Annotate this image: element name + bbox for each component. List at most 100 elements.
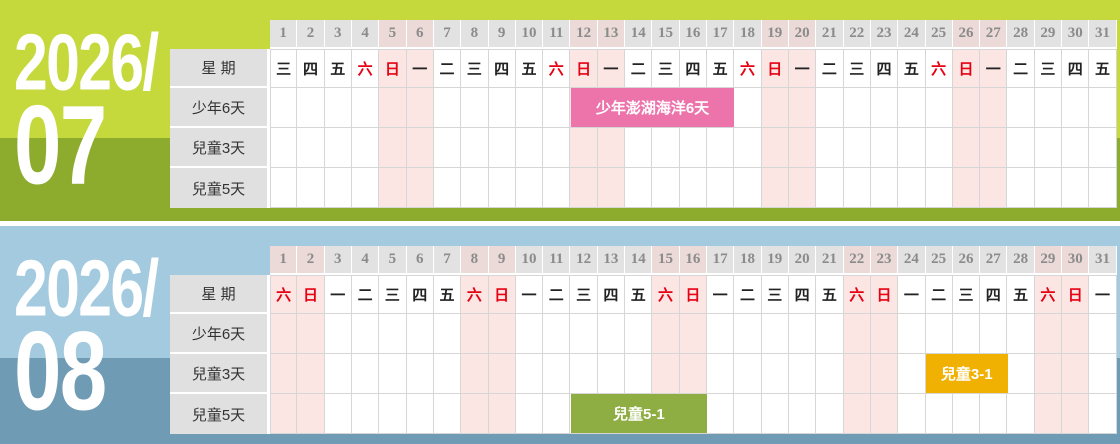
date-header-cell: 31: [1089, 246, 1117, 275]
weekday-cell: 三: [761, 275, 789, 314]
day-cell: [570, 314, 598, 354]
weekday-cell: 四: [297, 49, 325, 88]
date-header-cell: 8: [461, 20, 489, 49]
day-cell: [515, 394, 544, 434]
date-header-cell: 31: [1089, 20, 1117, 49]
day-cell: [297, 168, 325, 208]
tour-bar[interactable]: 兒童5-1: [570, 394, 708, 433]
day-cell: [980, 314, 1008, 354]
day-cell: [406, 88, 434, 128]
date-header-cell: 16: [679, 20, 707, 49]
day-cell: [488, 168, 516, 208]
weekday-cell: 四: [788, 275, 817, 314]
day-cell: [543, 354, 571, 394]
day-cell: [761, 128, 789, 168]
day-cell: [324, 88, 352, 128]
date-header-cell: 21: [816, 246, 844, 275]
day-cell: [543, 128, 571, 168]
day-cell: [297, 394, 325, 434]
day-cell: [625, 168, 653, 208]
weekday-cell: 日: [1062, 275, 1090, 314]
date-header-cell: 6: [406, 20, 434, 49]
weekday-cell: 四: [488, 49, 516, 88]
weekday-cell: 五: [1089, 49, 1117, 88]
weekday-cell: 五: [1007, 275, 1035, 314]
day-cell: [925, 394, 953, 434]
day-cell: [843, 314, 871, 354]
day-cell: [379, 168, 407, 208]
day-cell: [543, 88, 571, 128]
day-cell: [652, 128, 680, 168]
day-cell: [980, 88, 1008, 128]
day-cell: [1007, 314, 1035, 354]
day-cell: [816, 394, 844, 434]
date-header-cell: 20: [788, 246, 817, 275]
day-cell: [1007, 354, 1035, 394]
day-cell: [597, 354, 626, 394]
date-header-cell: 17: [707, 246, 735, 275]
date-header-cell: 13: [597, 20, 626, 49]
day-cell: [652, 168, 680, 208]
day-cell: [898, 354, 926, 394]
weekday-cell: 三: [570, 275, 598, 314]
august-year-label: 2026/: [14, 243, 159, 333]
day-cell: [1089, 168, 1117, 208]
section-divider: [0, 221, 1120, 226]
day-cell: [297, 128, 325, 168]
day-cell: [1089, 128, 1117, 168]
day-cell: [952, 314, 981, 354]
day-cell: [270, 128, 298, 168]
weekday-cell: 四: [597, 275, 626, 314]
day-cell: [406, 354, 434, 394]
day-cell: [1062, 128, 1090, 168]
day-cell: [488, 128, 516, 168]
day-cell: [707, 394, 735, 434]
day-cell: [461, 394, 489, 434]
day-cell: [433, 128, 462, 168]
day-cell: [570, 354, 598, 394]
day-cell: [379, 314, 407, 354]
day-cell: [543, 394, 571, 434]
day-cell: [433, 88, 462, 128]
day-cell: [515, 354, 544, 394]
day-cell: [1062, 168, 1090, 208]
day-cell: [816, 88, 844, 128]
date-header-cell: 3: [324, 20, 352, 49]
day-cell: [270, 314, 298, 354]
tour-bar[interactable]: 兒童3-1: [925, 354, 1008, 393]
day-cell: [625, 314, 653, 354]
day-cell: [1007, 88, 1035, 128]
day-cell: [461, 128, 489, 168]
date-header-cell: 9: [488, 246, 516, 275]
day-cell: [1062, 88, 1090, 128]
day-cell: [324, 394, 352, 434]
day-cell: [351, 354, 380, 394]
day-cell: [788, 314, 817, 354]
weekday-cell: 一: [980, 49, 1008, 88]
day-cell: [406, 394, 434, 434]
day-cell: [270, 168, 298, 208]
weekday-cell: 五: [515, 49, 544, 88]
day-cell: [461, 88, 489, 128]
weekday-cell: 三: [461, 49, 489, 88]
weekday-cell: 一: [515, 275, 544, 314]
weekday-cell: 日: [761, 49, 789, 88]
day-cell: [488, 354, 516, 394]
day-cell: [788, 394, 817, 434]
day-cell: [1089, 88, 1117, 128]
day-cell: [652, 354, 680, 394]
day-cell: [734, 314, 762, 354]
day-cell: [379, 394, 407, 434]
august-month-title: 2026/ 08: [14, 243, 159, 428]
day-cell: [980, 168, 1008, 208]
day-cell: [734, 354, 762, 394]
date-header-cell: 27: [980, 20, 1008, 49]
date-header-cell: 26: [952, 246, 981, 275]
tour-bar[interactable]: 少年澎湖海洋6天: [570, 88, 735, 127]
weekday-cell: 日: [952, 49, 981, 88]
weekday-cell: 三: [1034, 49, 1063, 88]
weekday-cell: 五: [625, 275, 653, 314]
day-cell: [461, 314, 489, 354]
date-header-cell: 7: [433, 246, 462, 275]
date-header-cell: 26: [952, 20, 981, 49]
